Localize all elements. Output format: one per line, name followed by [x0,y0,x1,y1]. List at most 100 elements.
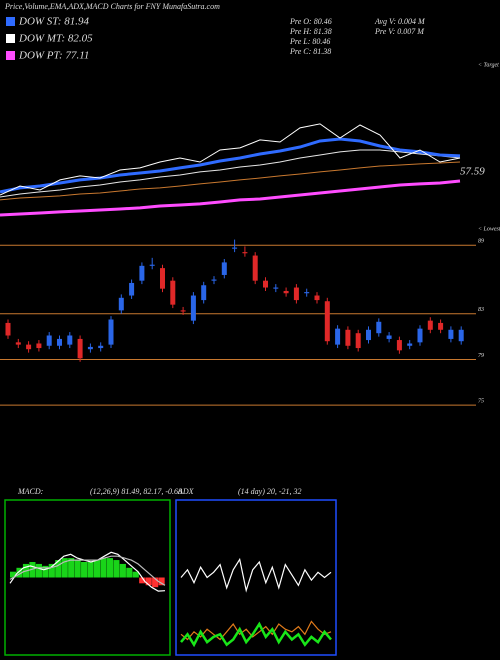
candle-body [366,329,371,341]
histogram-bar [48,563,55,578]
legend-swatch [6,34,15,43]
candle-body [129,282,135,296]
candle-body [149,264,155,266]
candle-body [160,268,165,289]
histogram-bar [61,558,68,578]
legend-swatch [6,51,15,60]
indicator-line [180,621,332,648]
candle-body [458,329,464,342]
panel-subtitle: (12,26,9) 81.49, 82.17, -0.68 [90,487,182,496]
candle-body [407,343,413,346]
candle-body [273,287,279,289]
histogram-bar [10,571,17,578]
candle-body [77,338,83,359]
candle-body [376,321,382,334]
info: Pre H: 81.38 [289,27,332,36]
candle-body [98,345,104,349]
candle-body [263,280,268,288]
candle-body [26,344,32,350]
legend-label: DOW MT: 82.05 [18,33,93,45]
candle-body [5,322,11,336]
histogram-bar [106,558,114,578]
candle-body [180,310,186,312]
histogram-bar [152,577,159,588]
candle-body [36,343,42,349]
candle-body [304,292,310,294]
histogram-bar [35,563,42,578]
candle-body [324,301,330,342]
histogram-bar [100,558,107,578]
candle-body [314,295,320,301]
indicator-line [180,620,332,641]
candle-body [417,328,423,343]
candle-body [232,247,238,249]
candle-body [118,297,124,311]
annotation: < Target [478,62,499,68]
histogram-bar [55,560,62,578]
histogram-bar [132,571,139,578]
candle-body [190,295,196,321]
panel-title: ADX [177,487,195,496]
legend-label: DOW ST: 81.94 [18,16,89,28]
candle-body [46,335,52,346]
histogram-bar [87,562,94,578]
candle-body [335,328,341,345]
candle-body [139,265,145,281]
histogram-bar [93,560,101,578]
candle-body [15,342,21,345]
ema-line [0,161,461,201]
page-title: Price,Volume,EMA,ADX,MACD Charts for FNY… [4,2,220,11]
indicator-line [9,551,166,592]
indicator-line [9,555,166,586]
histogram-bar [74,560,81,578]
candle-body [87,346,93,350]
histogram-bar [158,577,165,586]
info: Pre V: 0.007 M [374,27,425,36]
candle-body [170,280,176,305]
histogram-bar [145,577,152,586]
ema-line [0,123,461,196]
candle-body [108,319,114,345]
ema-line [0,149,461,198]
annotation: 57.59 [460,166,485,178]
candle-body [448,329,454,339]
histogram-bar [68,558,75,578]
histogram-bar [139,577,146,584]
legend-swatch [6,17,15,26]
histogram-bar [16,567,23,578]
histogram-bar [81,562,88,578]
histogram-bar [113,560,120,578]
candle-body [396,340,402,351]
info: Pre O: 80.46 [289,17,332,26]
candle-body [57,338,62,346]
indicator-line [180,557,332,593]
candle-body [242,252,248,254]
histogram-bar [42,565,49,578]
panel-subtitle: (14 day) 20, -21, 32 [238,487,302,496]
candle-body [293,287,299,301]
candle-body [355,333,361,349]
panel-title: MACD: [17,487,44,496]
candle-body [386,335,392,339]
histogram-bar [119,563,126,578]
candle-body [252,255,258,281]
y-tick-label: 83 [478,307,484,313]
candle-body [221,262,227,275]
y-tick-label: 89 [478,239,484,245]
info: Avg V: 0.004 M [374,17,426,26]
histogram-bar [126,567,133,578]
ema-line [0,137,461,194]
candle-body [345,329,351,346]
y-tick-label: 75 [478,399,484,405]
candle-body [211,279,217,281]
candle-body [67,335,73,345]
info: Pre C: 81.38 [289,47,331,56]
legend-label: DOW PT: 77.11 [18,50,89,62]
ema-line [0,179,461,217]
candle-body [438,322,444,330]
annotation: < Lowest [478,226,500,232]
y-tick-label: 79 [478,353,484,359]
candle-body [283,290,289,294]
candle-body [201,285,207,301]
